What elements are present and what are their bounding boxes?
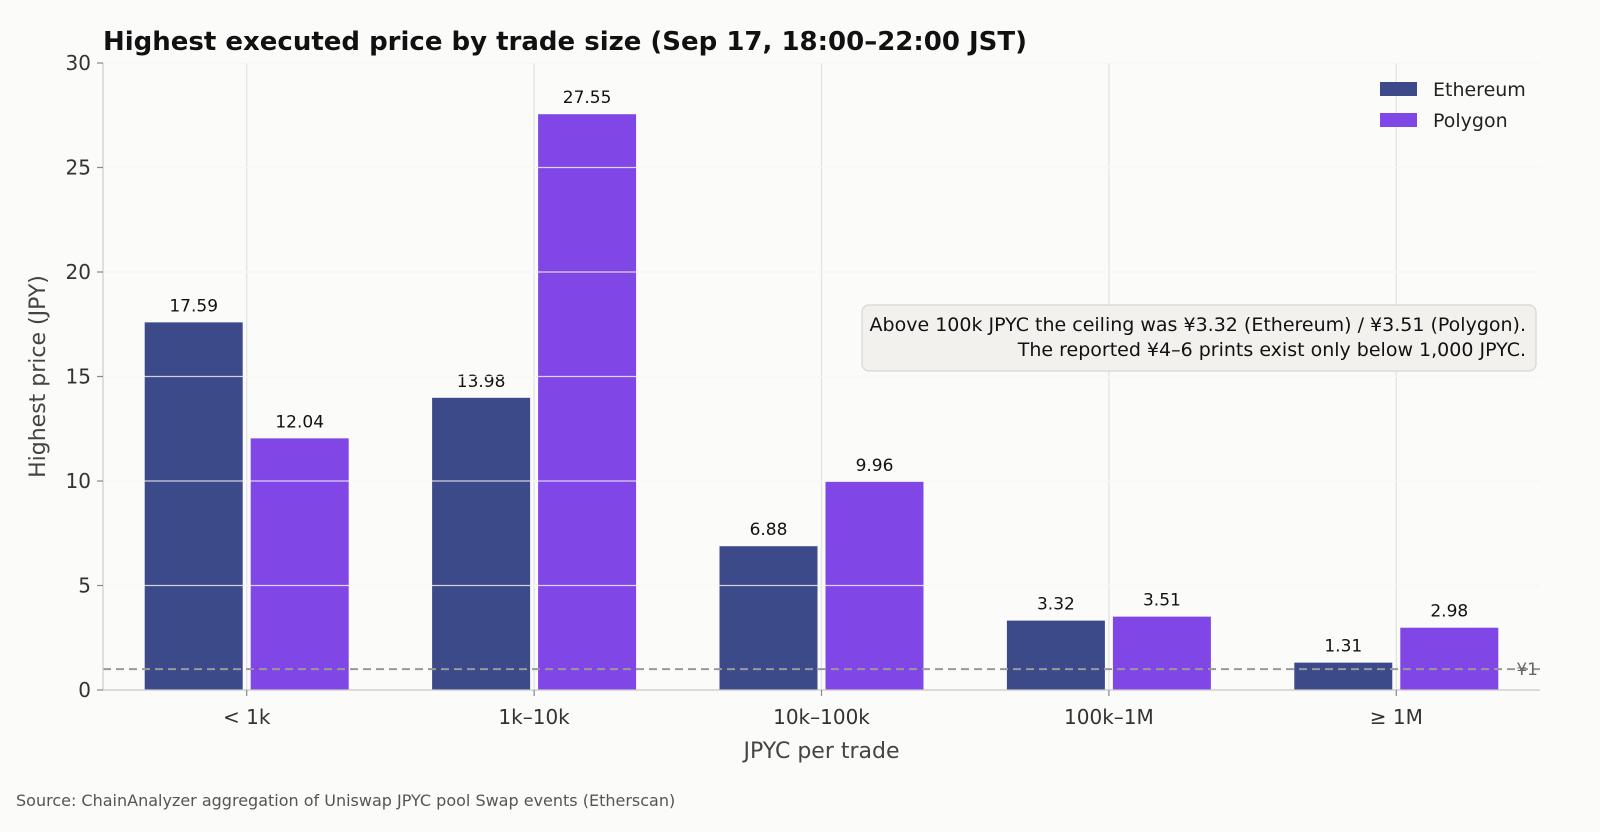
data-label: 12.04 [275,412,324,432]
bar [432,397,531,690]
y-tick-label: 25 [66,156,91,180]
annotation-background [861,304,1537,372]
axes: 0 5 10 15 20 25 30 < 1k 1k–10k 10k–100k 100k–1M ≥ 1… [66,51,1540,729]
x-tick-label: < 1k [223,705,271,729]
annotation-box: Above 100k JPYC the ceiling was ¥3.32 (E… [861,304,1537,372]
y-tick-label: 10 [66,469,91,493]
bar [144,322,243,690]
y-tick-label: 0 [78,678,91,702]
annotation-line: The reported ¥4–6 prints exist only belo… [1017,339,1526,361]
legend-swatch [1380,82,1417,96]
bar [1400,627,1499,690]
legend-label: Polygon [1433,110,1508,132]
data-label: 6.88 [750,520,788,540]
data-label: 3.32 [1037,595,1075,615]
y-tick-label: 5 [78,574,91,598]
data-label: 17.59 [169,296,218,316]
bar [1294,662,1393,690]
data-label: 13.98 [457,372,506,392]
legend-label: Ethereum [1433,79,1526,101]
reference-line-group: ¥1 [103,660,1540,680]
bar [1006,620,1105,690]
data-label: 2.98 [1430,602,1468,622]
y-tick-label: 20 [66,260,91,284]
x-tick-label: 10k–100k [773,705,870,729]
data-label: 9.96 [856,456,894,476]
source-note: Source: ChainAnalyzer aggregation of Uni… [16,791,675,810]
data-label: 27.55 [563,88,612,108]
data-label: 3.51 [1143,591,1181,611]
bar [538,114,637,690]
bar [250,438,349,690]
data-label: 1.31 [1324,637,1362,657]
x-axis-label: JPYC per trade [741,739,899,764]
y-axis-label: Highest price (JPY) [26,275,51,478]
y-tick-label: 30 [66,51,91,75]
bars: 17.59 12.04 13.98 27.55 6.88 9.96 3.32 3.51 1.31… [103,62,1540,690]
legend: Ethereum Polygon [1380,79,1526,132]
reference-line-label: ¥1 [1516,660,1538,680]
annotation-line: Above 100k JPYC the ceiling was ¥3.32 (E… [870,314,1526,336]
chart-title: Highest executed price by trade size (Se… [103,27,1027,57]
x-tick-label: 1k–10k [498,705,570,729]
legend-swatch [1380,113,1417,127]
x-tick-label: ≥ 1M [1370,705,1423,729]
x-tick-label: 100k–1M [1064,705,1154,729]
bar [719,546,818,690]
y-tick-label: 15 [66,365,91,389]
bar [1112,616,1211,690]
